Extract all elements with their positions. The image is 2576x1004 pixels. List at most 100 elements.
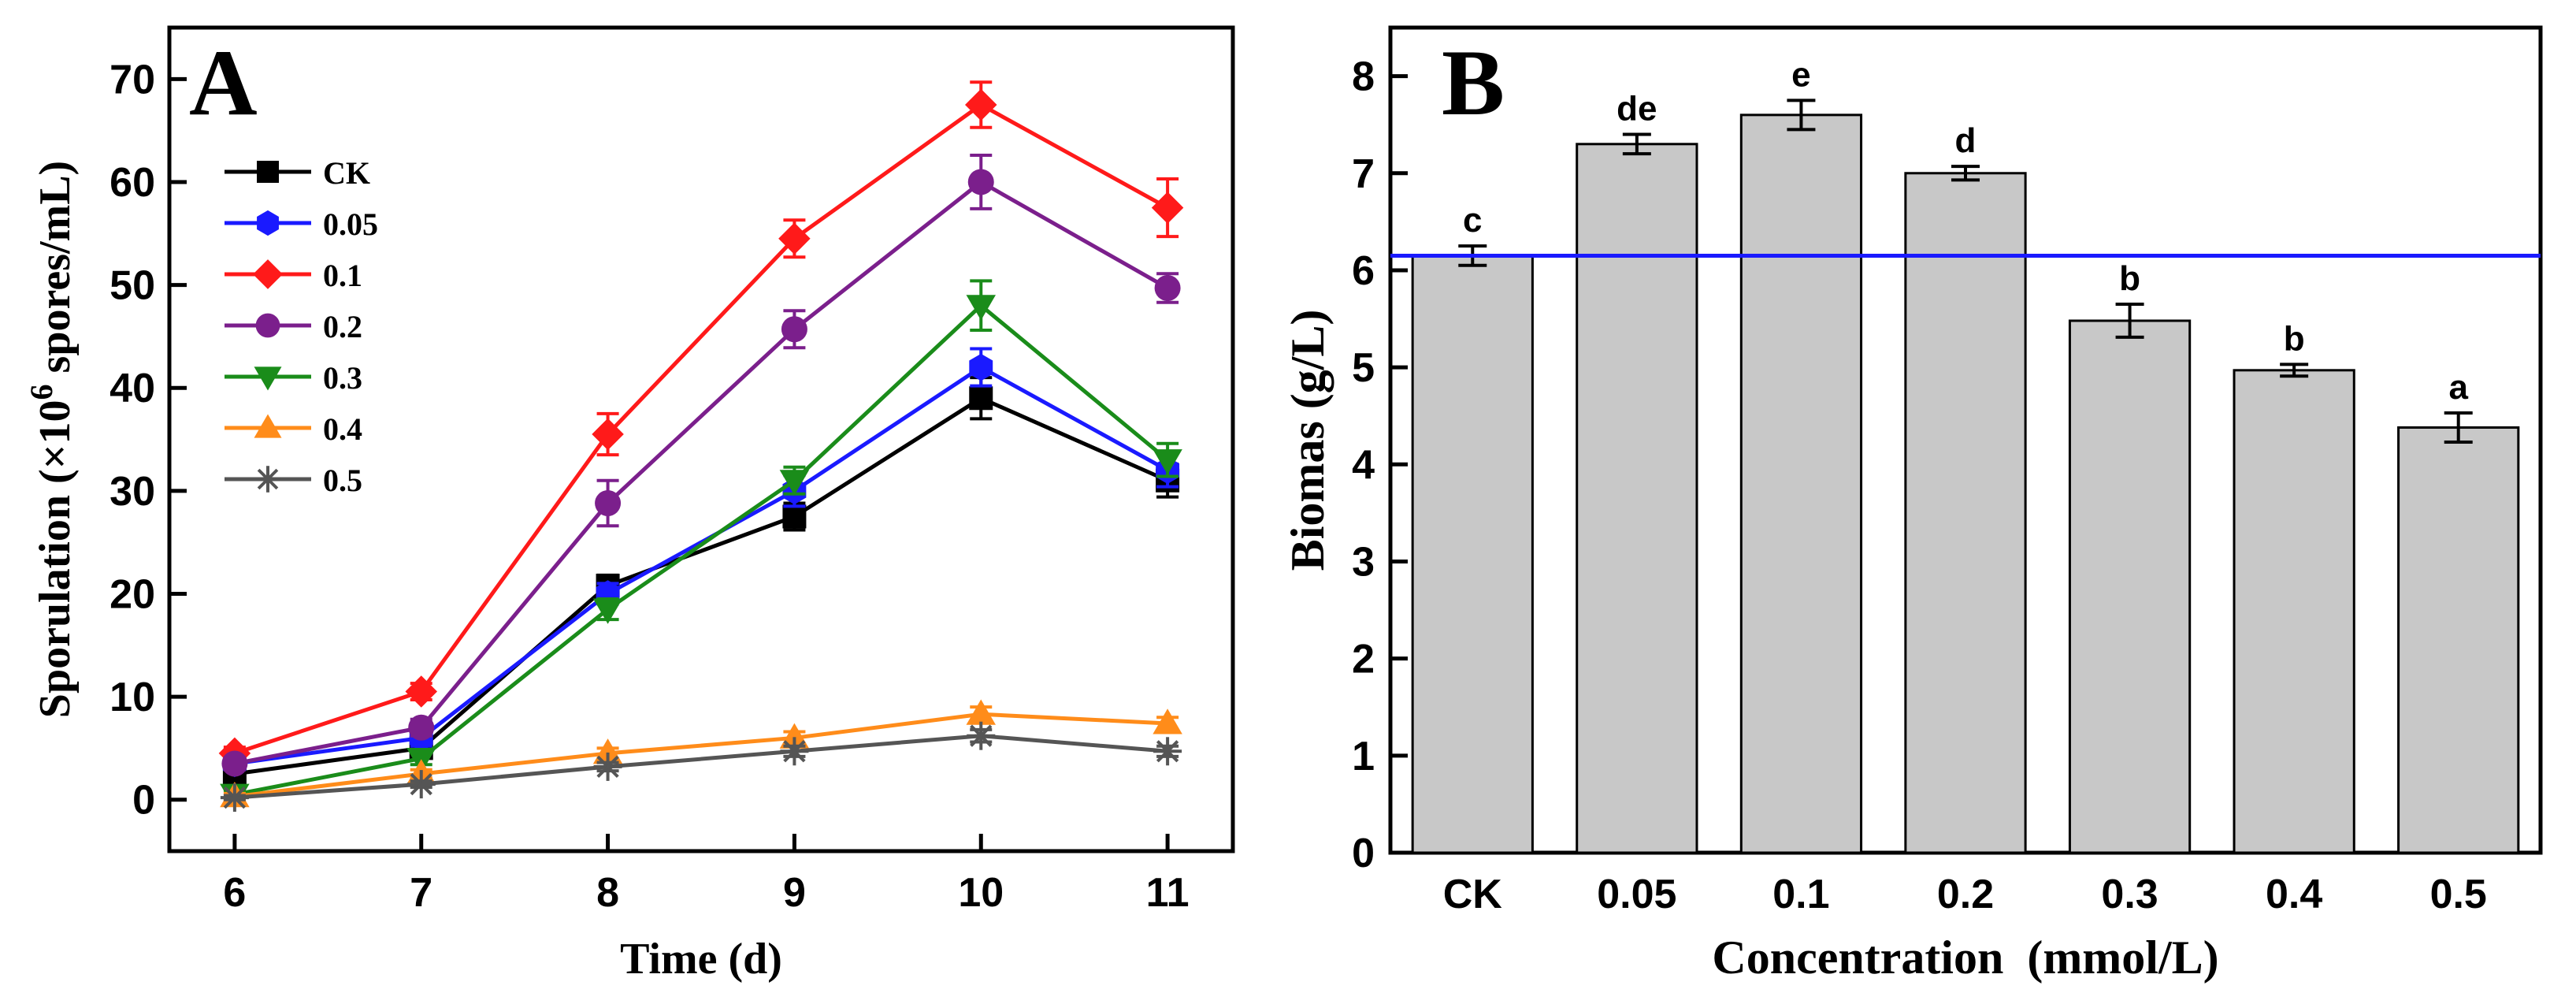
series-marker <box>1153 737 1182 766</box>
bar <box>1739 113 1863 854</box>
bar <box>2397 426 2520 854</box>
panel-a-y-axis-label: Sporulation (×106 spores/mL) <box>24 161 80 718</box>
series-marker <box>592 598 623 624</box>
series-marker <box>1153 449 1182 475</box>
series-marker <box>1151 192 1184 224</box>
y-tick-label: 3 <box>1352 539 1375 585</box>
significance-letter: c <box>1463 201 1482 240</box>
series-marker <box>965 88 997 121</box>
legend-label: 0.2 <box>323 309 362 344</box>
legend-item: 0.2 <box>225 309 362 344</box>
asterisk-stroke <box>1156 740 1179 763</box>
series-marker <box>969 386 993 411</box>
bar-group: e <box>1739 55 1863 854</box>
series-marker <box>779 470 810 496</box>
y-tick-label: 8 <box>1352 54 1375 100</box>
y-tick-label: 20 <box>109 571 155 617</box>
series-line <box>234 712 1168 799</box>
significance-letter: a <box>2448 368 2468 407</box>
series-marker <box>254 366 282 391</box>
legend-label: 0.5 <box>323 463 362 498</box>
legend-item: 0.1 <box>225 258 362 293</box>
significance-letter: d <box>1955 121 1977 160</box>
panel-b-x-axis-label: Concentration (mmol/L) <box>1712 931 2218 984</box>
panel-b-label: B <box>1442 30 1505 135</box>
series-marker <box>1153 708 1182 734</box>
series-line <box>234 303 1169 797</box>
series-line <box>234 734 1168 800</box>
y-tick-label: 30 <box>109 469 155 515</box>
legend-label: 0.05 <box>323 206 378 242</box>
y-tick-label: 40 <box>109 366 155 411</box>
series-0-05 <box>222 347 1180 778</box>
series-marker <box>254 466 281 493</box>
series-marker <box>257 161 279 183</box>
bar-group: b <box>2068 259 2192 854</box>
series-marker <box>966 699 997 725</box>
series-marker <box>221 750 248 777</box>
series-line <box>234 102 1169 756</box>
y-tick-label: 4 <box>1352 442 1375 488</box>
series-line <box>234 179 1169 766</box>
legend-item: 0.3 <box>225 360 362 396</box>
legend-item: 0.4 <box>225 411 362 447</box>
bar-group: d <box>1904 121 2027 854</box>
y-tick-label: 7 <box>1352 151 1375 197</box>
x-tick-label: CK <box>1443 872 1503 917</box>
x-tick-label: 0.1 <box>1772 872 1829 917</box>
series-marker <box>1154 274 1181 301</box>
x-tick-label: 10 <box>958 870 1004 916</box>
series-marker <box>255 313 280 338</box>
x-tick-label: 9 <box>783 870 806 916</box>
series-marker <box>782 504 807 529</box>
legend-label: 0.3 <box>323 360 362 396</box>
legend-label: 0.1 <box>323 258 362 293</box>
x-tick-label: 7 <box>410 870 432 916</box>
y-tick-label: 50 <box>109 263 155 309</box>
y-tick-label: 70 <box>109 57 155 102</box>
series-marker <box>967 169 994 195</box>
asterisk-stroke <box>970 724 993 747</box>
x-tick-label: 0.05 <box>1597 872 1676 917</box>
series-marker <box>967 721 996 750</box>
bar-group: a <box>2397 368 2520 854</box>
asterisk-stroke <box>257 468 279 490</box>
x-tick-label: 0.3 <box>2101 872 2158 917</box>
series-marker <box>969 353 993 381</box>
significance-letter: e <box>1791 55 1810 94</box>
y-tick-label: 2 <box>1352 637 1375 682</box>
series-marker <box>778 222 811 255</box>
series-line <box>234 365 1169 766</box>
bar <box>2068 319 2192 854</box>
y-tick-label: 0 <box>132 778 155 824</box>
series-marker <box>593 752 622 781</box>
series-0-2 <box>221 153 1181 777</box>
y-tick-label: 0 <box>1352 831 1375 876</box>
panel-b-bars: c de e d b b a <box>1411 55 2520 854</box>
significance-letter: b <box>2119 259 2140 298</box>
x-tick-label: 0.4 <box>2266 872 2322 917</box>
series-line <box>234 396 1169 776</box>
y-tick-label: 10 <box>109 675 155 720</box>
panel-a-plot-frame <box>167 25 1235 853</box>
panel-a-series-lines <box>218 80 1184 812</box>
y-tick-label: 60 <box>109 160 155 206</box>
asterisk-stroke <box>223 786 247 809</box>
legend-item: 0.05 <box>225 206 378 242</box>
legend-item: CK <box>225 155 370 191</box>
series-marker <box>408 714 435 741</box>
bar-group: c <box>1411 201 1534 854</box>
series-marker <box>595 489 622 516</box>
x-tick-label: 0.2 <box>1937 872 1994 917</box>
panel-a-legend: CK 0.05 0.1 0.2 0.3 0.4 0.5 <box>225 155 378 498</box>
series-marker <box>966 295 997 321</box>
panel-b-y-axis-label: Biomas (g/L) <box>1282 310 1334 571</box>
bar <box>2233 369 2355 854</box>
series-marker <box>405 675 437 708</box>
series-0-5 <box>220 721 1182 812</box>
significance-letter: de <box>1616 89 1657 128</box>
bar <box>1904 172 2027 854</box>
